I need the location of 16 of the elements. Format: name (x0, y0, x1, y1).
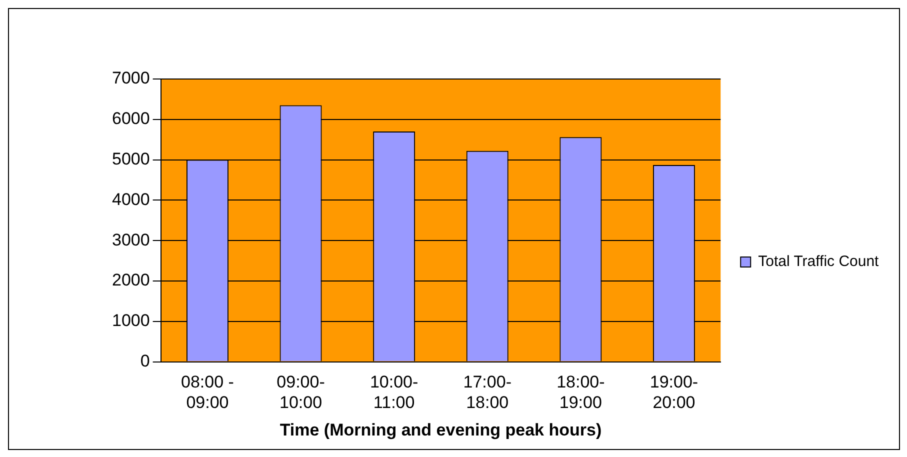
legend-label: Total Traffic Count (758, 253, 880, 270)
x-axis-title: Time (Morning and evening peak hours) (280, 420, 602, 440)
y-tick-label: 0 (140, 351, 150, 370)
x-tick-label: 17:00-18:00 (463, 372, 512, 412)
x-tick-label: 19:00-20:00 (650, 372, 698, 412)
y-tick-label: 3000 (112, 230, 150, 250)
y-tick-label: 7000 (112, 68, 150, 88)
x-tick-label: 09:00-10:00 (276, 372, 325, 412)
y-tick-label: 5000 (112, 149, 150, 168)
y-tick-label: 2000 (112, 270, 150, 290)
y-tick-label: 6000 (112, 109, 150, 128)
y-tick-label: 1000 (112, 311, 150, 330)
y-tick-label: 4000 (112, 190, 150, 209)
x-tick-label: 10:00-11:00 (370, 372, 418, 412)
x-tick-label: 08:00 - 09:00 (181, 372, 234, 412)
x-tick-label: 18:00-19:00 (556, 372, 605, 412)
